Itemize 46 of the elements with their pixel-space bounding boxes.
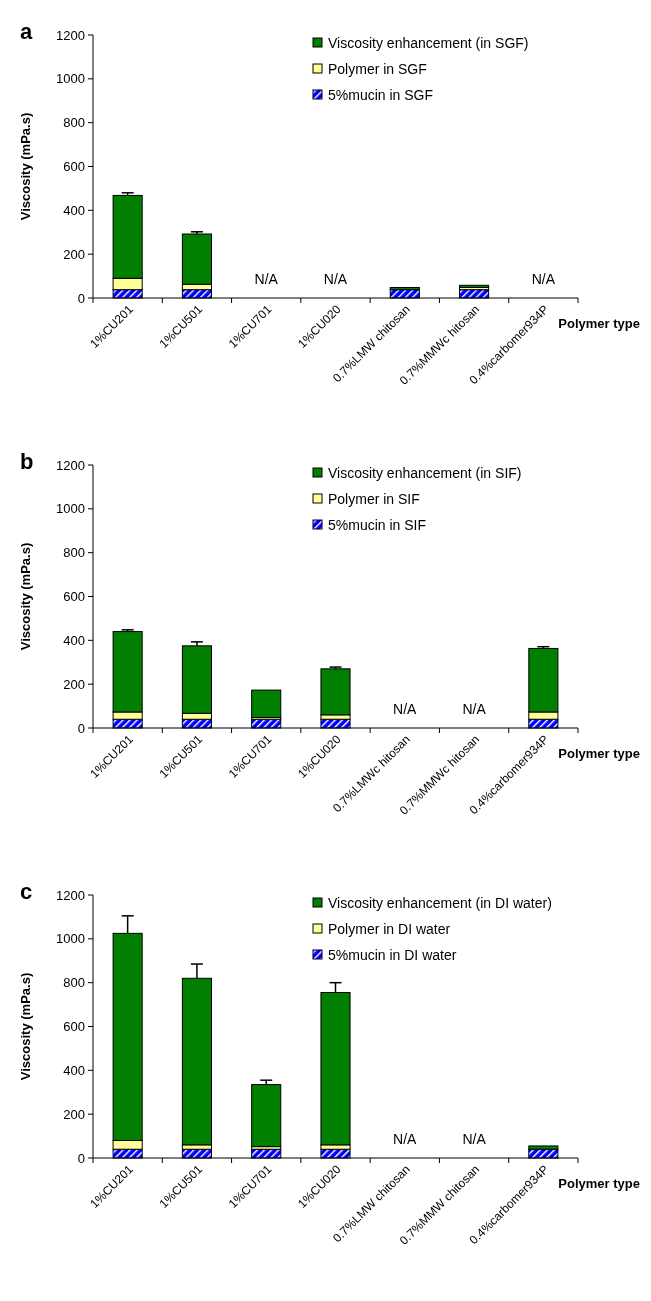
- legend-label: Polymer in SGF: [328, 60, 427, 77]
- y-tick-label: 600: [63, 589, 85, 605]
- chart-title: a: [20, 19, 33, 44]
- legend-label: Viscosity enhancement (in DI water): [328, 894, 552, 911]
- y-tick-label: 600: [63, 1019, 85, 1035]
- y-tick-label: 0: [77, 720, 85, 736]
- legend-label: 5%mucin in SGF: [328, 86, 434, 103]
- y-tick-label: 200: [63, 246, 85, 262]
- legend-label: Viscosity enhancement (in SIF): [328, 464, 522, 481]
- legend-label: Polymer in SIF: [328, 490, 420, 507]
- legend-label: 5%mucin in SIF: [328, 516, 427, 533]
- y-tick-label: 800: [63, 115, 85, 131]
- annotation: N/A: [254, 271, 279, 287]
- y-tick-label: 1200: [56, 887, 85, 903]
- annotation: N/A: [462, 701, 487, 717]
- y-tick-label: 200: [63, 676, 85, 692]
- y-tick-label: 200: [63, 1106, 85, 1122]
- annotation: N/A: [323, 271, 348, 287]
- y-tick-label: 400: [63, 202, 85, 218]
- x-axis-title: Polymer type: [558, 746, 640, 761]
- legend-label: Viscosity enhancement (in SGF): [328, 34, 529, 51]
- annotation: N/A: [393, 701, 418, 717]
- annotation: N/A: [462, 1131, 487, 1147]
- x-axis-title: Polymer type: [558, 1176, 640, 1191]
- y-tick-label: 0: [77, 1150, 85, 1166]
- legend-label: 5%mucin in DI water: [328, 946, 457, 963]
- y-tick-label: 1000: [56, 71, 85, 87]
- y-tick-label: 800: [63, 545, 85, 561]
- y-tick-label: 1000: [56, 931, 85, 947]
- y-axis-title: Viscosity (mPa.s): [18, 972, 33, 1081]
- y-tick-label: 800: [63, 975, 85, 991]
- annotation: N/A: [531, 271, 556, 287]
- y-tick-label: 1000: [56, 501, 85, 517]
- y-tick-label: 400: [63, 632, 85, 648]
- y-tick-label: 0: [77, 290, 85, 306]
- y-axis-title: Viscosity (mPa.s): [18, 542, 33, 651]
- chart-title: b: [20, 449, 34, 474]
- x-axis-title: Polymer type: [558, 316, 640, 331]
- y-tick-label: 400: [63, 1062, 85, 1078]
- annotation: N/A: [393, 1131, 418, 1147]
- y-tick-label: 600: [63, 159, 85, 175]
- y-tick-label: 1200: [56, 457, 85, 473]
- y-axis-title: Viscosity (mPa.s): [18, 112, 33, 221]
- y-tick-label: 1200: [56, 27, 85, 43]
- legend-label: Polymer in DI water: [328, 920, 451, 937]
- chart-title: c: [20, 879, 33, 904]
